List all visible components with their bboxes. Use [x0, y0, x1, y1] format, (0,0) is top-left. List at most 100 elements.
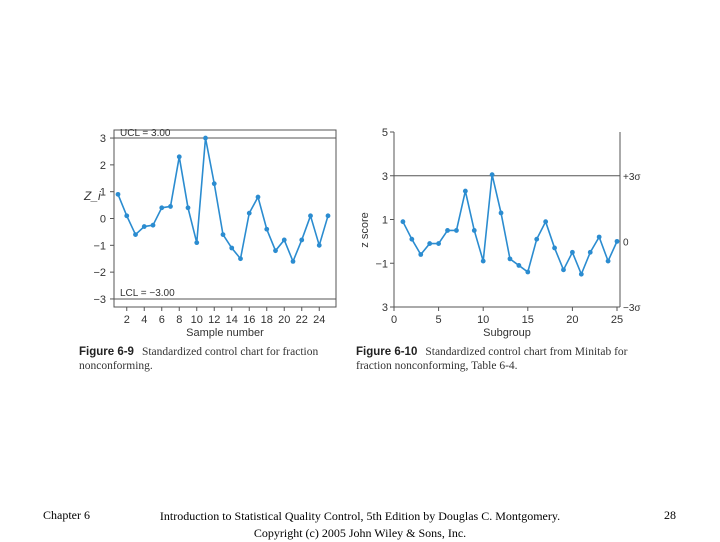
- data-point: [264, 226, 270, 232]
- data-point: [299, 237, 305, 243]
- figure-label: Figure 6-9: [79, 346, 134, 358]
- y-tick-label: 3: [382, 302, 388, 314]
- data-point: [534, 236, 540, 242]
- data-point: [427, 241, 433, 246]
- data-point: [454, 228, 459, 233]
- sigma-label: −3σ: [623, 303, 641, 314]
- x-tick-label: 2: [124, 314, 130, 326]
- y-tick-label: 1: [100, 187, 106, 199]
- data-point: [141, 224, 147, 229]
- data-point: [507, 256, 513, 262]
- lcl-label: LCL = −3.00: [120, 288, 175, 299]
- data-point: [203, 135, 208, 141]
- data-point: [605, 258, 611, 264]
- data-point: [150, 222, 156, 228]
- figure-caption-text: Standardized control chart from Minitab …: [356, 346, 628, 372]
- chart-fig-6-10: z score Subgroup 531−130 5 10 15 20 25+3σ0−3σ: [359, 127, 641, 339]
- x-tick-label: 20: [278, 314, 290, 326]
- control-charts: UCL = 3.00 LCL = −3.00 Z_i Sample number…: [83, 127, 641, 339]
- data-point: [194, 240, 200, 246]
- data-point: [290, 259, 296, 264]
- plot-frame: [113, 129, 337, 308]
- footer-citation-line-2: Copyright (c) 2005 John Wiley & Sons, In…: [253, 526, 467, 540]
- data-point: [159, 205, 165, 211]
- data-point: [133, 232, 138, 237]
- y-axis-label: z score: [359, 212, 371, 247]
- page-number: 28: [664, 508, 676, 522]
- data-point: [409, 236, 415, 242]
- data-point: [246, 210, 252, 216]
- data-point: [578, 271, 584, 277]
- x-tick-label: 0: [391, 314, 397, 326]
- sigma-label: +3σ: [623, 172, 641, 183]
- data-point: [308, 213, 313, 219]
- data-point: [525, 269, 531, 275]
- data-point: [462, 188, 468, 194]
- data-point: [211, 181, 217, 187]
- x-tick-label: 10: [191, 314, 203, 326]
- data-point: [176, 154, 182, 160]
- x-tick-label: 4: [141, 314, 147, 326]
- x-tick-label: 16: [243, 314, 255, 326]
- x-tick-label: 25: [611, 314, 623, 326]
- series-line: [117, 137, 329, 264]
- x-tick-label: 6: [159, 314, 165, 326]
- y-axis-label: Z_i: [83, 189, 101, 203]
- data-point: [115, 191, 121, 197]
- y-tick-label: 3: [382, 171, 388, 183]
- data-point: [168, 204, 173, 209]
- x-tick-label: 14: [226, 314, 238, 326]
- x-tick-label: 20: [566, 314, 578, 326]
- x-tick-label: 10: [477, 314, 489, 326]
- data-point: [124, 213, 130, 219]
- footer-chapter: Chapter 6: [43, 508, 90, 522]
- x-tick-label: 18: [261, 314, 273, 326]
- chart-fig-6-9: UCL = 3.00 LCL = −3.00 Z_i Sample number…: [83, 128, 337, 339]
- y-tick-label: −2: [93, 267, 106, 279]
- data-point: [229, 245, 235, 251]
- data-point: [255, 194, 261, 200]
- data-point: [281, 237, 287, 243]
- data-point: [185, 205, 191, 211]
- x-tick-label: 22: [296, 314, 308, 326]
- data-point: [471, 228, 477, 233]
- x-tick-label: 5: [436, 314, 442, 326]
- y-tick-label: −1: [375, 258, 388, 270]
- figure-caption-6-10: Figure 6-10 Standardized control chart fr…: [356, 345, 656, 373]
- footer-citation-line-1: Introduction to Statistical Quality Cont…: [159, 509, 561, 523]
- figure-caption-6-9: Figure 6-9 Standardized control chart for…: [79, 345, 349, 373]
- footer-citation: Introduction to Statistical Quality Cont…: [150, 508, 570, 542]
- data-point: [596, 234, 602, 240]
- figure-label: Figure 6-10: [356, 346, 418, 358]
- x-tick-label: 15: [522, 314, 534, 326]
- x-axis-label: Sample number: [186, 327, 264, 339]
- data-point: [587, 249, 593, 255]
- data-point: [273, 248, 278, 254]
- data-point: [570, 249, 575, 255]
- data-point: [480, 258, 486, 264]
- data-point: [614, 238, 620, 244]
- data-point: [445, 228, 450, 233]
- x-tick-label: 24: [313, 314, 325, 326]
- data-point: [489, 172, 495, 178]
- y-tick-label: 3: [100, 133, 106, 145]
- data-point: [561, 267, 566, 273]
- data-point: [498, 210, 504, 216]
- data-point: [418, 252, 424, 257]
- figure-caption-text: Standardized control chart for fraction …: [79, 346, 319, 372]
- x-tick-label: 12: [208, 314, 220, 326]
- data-point: [552, 245, 557, 251]
- y-tick-label: −3: [93, 294, 106, 306]
- y-tick-label: 2: [100, 160, 106, 172]
- data-point: [543, 219, 549, 225]
- ucl-label: UCL = 3.00: [120, 128, 171, 139]
- data-point: [516, 263, 522, 268]
- data-point: [400, 219, 406, 225]
- y-tick-label: −1: [93, 240, 106, 252]
- y-tick-label: 0: [100, 214, 106, 226]
- data-point: [316, 242, 322, 248]
- y-tick-label: 1: [382, 215, 388, 227]
- data-point: [325, 213, 331, 219]
- y-tick-label: 5: [382, 127, 388, 139]
- data-point: [436, 241, 441, 246]
